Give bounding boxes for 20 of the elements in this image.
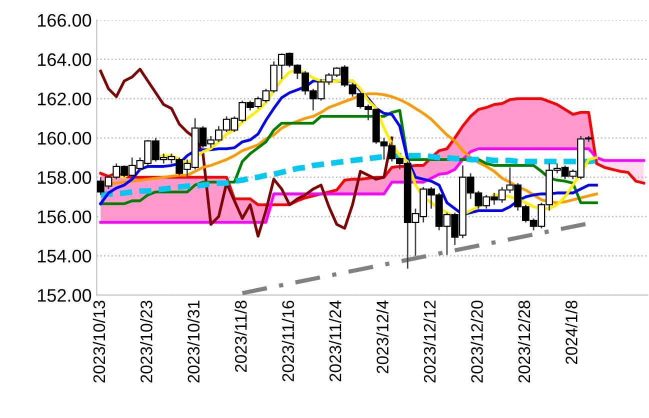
y-tick-label: 156.00 <box>38 210 92 224</box>
x-tick-label: 2023/12/12 <box>423 300 436 383</box>
y-tick-label: 162.00 <box>38 92 92 106</box>
x-tick-label: 2023/12/28 <box>518 300 530 383</box>
y-tick-label: 160.00 <box>38 132 92 145</box>
x-tick-label: 2023/10/13 <box>92 300 106 383</box>
y-tick-label: 166.00 <box>38 14 92 27</box>
x-tick-label: 2024/1/8 <box>565 300 578 364</box>
y-tick-label: 154.00 <box>38 250 92 263</box>
x-tick-label: 2023/12/4 <box>376 300 388 374</box>
y-tick-label: 152.00 <box>38 289 92 302</box>
x-tick-label: 2023/11/24 <box>329 300 342 382</box>
x-tick-label: 2023/10/23 <box>140 300 152 383</box>
x-tick-label: 2023/11/8 <box>234 300 247 372</box>
x-tick-label: 2023/12/20 <box>470 300 483 383</box>
x-tick-label: 2023/10/31 <box>187 300 200 383</box>
line-series <box>99 68 394 238</box>
x-tick-label: 2023/11/16 <box>282 300 294 382</box>
y-tick-label: 164.00 <box>38 53 92 66</box>
y-tick-label: 158.00 <box>38 171 92 184</box>
